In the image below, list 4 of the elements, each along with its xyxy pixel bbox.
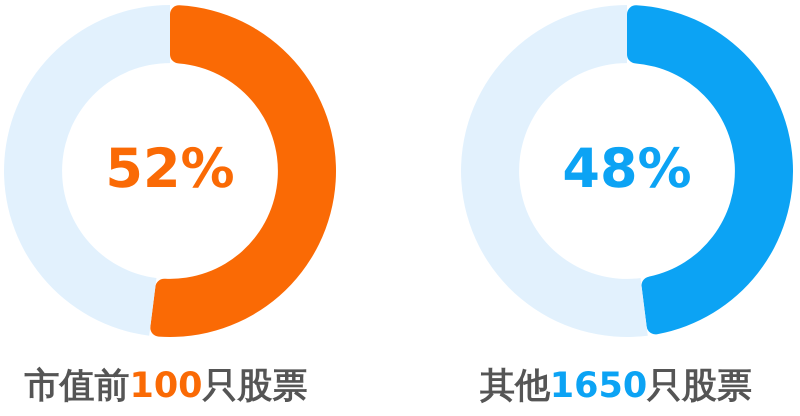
text: 市值前100只股票 [24,366,308,406]
text: 其他1650只股票 [480,366,752,406]
data-label: 48% [562,137,692,200]
data-label: 52% [105,137,235,200]
